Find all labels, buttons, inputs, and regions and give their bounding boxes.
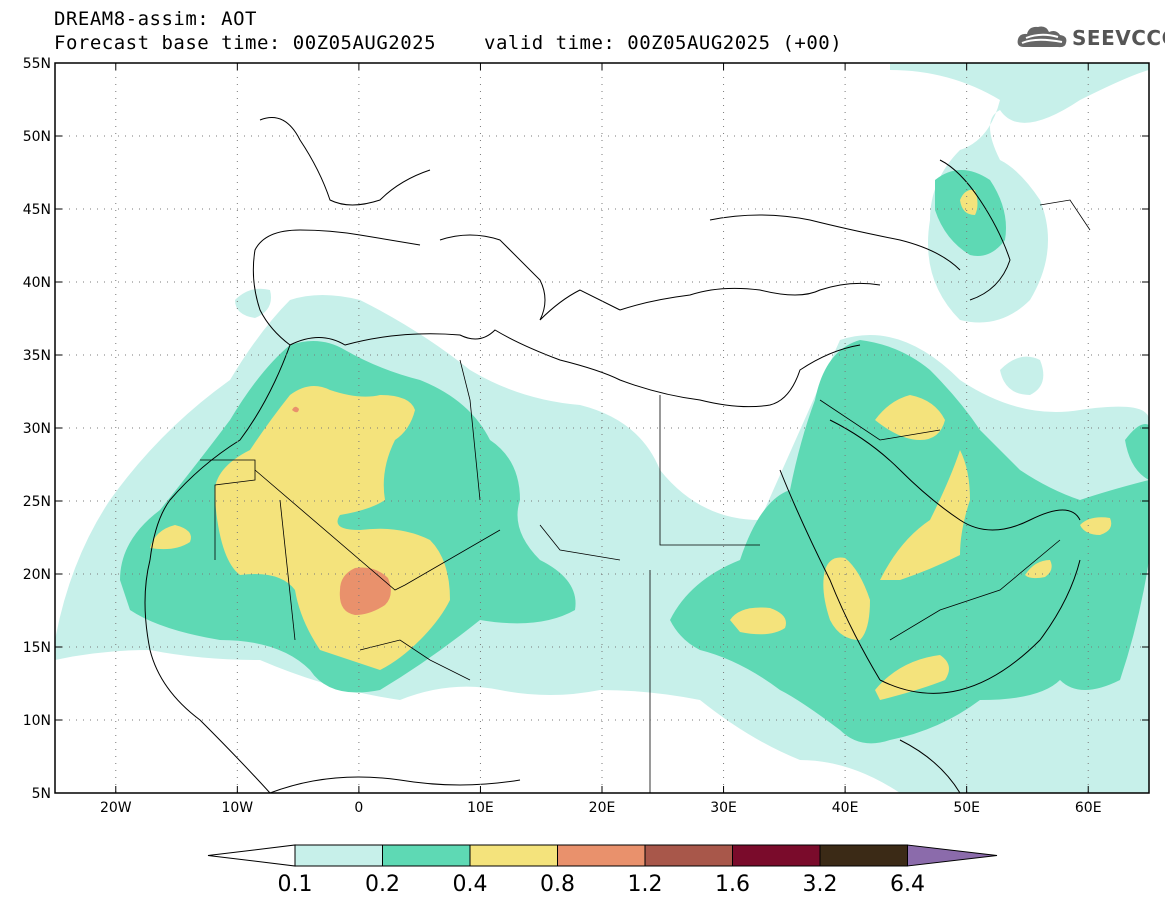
lon-tick-label: 20W xyxy=(100,800,132,816)
aot-contour-0-4 xyxy=(150,189,1112,700)
colorbar-level-label: 0.8 xyxy=(540,872,575,897)
colorbar-segment xyxy=(469,844,558,867)
lat-tick-label: 45N xyxy=(23,202,51,218)
axis-ticks xyxy=(55,62,1149,794)
colorbar-level-label: 0.4 xyxy=(452,872,488,897)
lon-tick-label: 50E xyxy=(953,800,980,816)
lon-tick-label: 60E xyxy=(1075,800,1102,816)
colorbar-segment xyxy=(294,844,383,867)
lat-tick-label: 55N xyxy=(23,56,51,72)
lat-tick-label: 20N xyxy=(23,567,51,583)
lon-tick-label: 30E xyxy=(710,800,737,816)
colorbar xyxy=(207,844,998,867)
lon-tick-label: 20E xyxy=(589,800,616,816)
lat-tick-label: 5N xyxy=(32,786,51,802)
colorbar-level-label: 6.4 xyxy=(890,872,925,897)
colorbar-over-triangle xyxy=(907,844,998,867)
colorbar-under-triangle xyxy=(207,844,296,867)
colorbar-segment xyxy=(644,844,733,867)
seevccc-logo: SEEVCCC xyxy=(1016,23,1165,53)
colorbar-level-label: 1.2 xyxy=(627,872,663,897)
lon-tick-label: 0 xyxy=(354,800,363,816)
lon-tick-label: 10E xyxy=(467,800,494,816)
aot-field xyxy=(55,63,1149,793)
lon-tick-label: 10W xyxy=(221,800,253,816)
colorbar-level-label: 0.1 xyxy=(277,872,313,897)
colorbar-segment xyxy=(557,844,646,867)
lat-tick-label: 40N xyxy=(23,275,51,291)
colorbar-segment xyxy=(382,844,471,867)
forecast-base-time: Forecast base time: 00Z05AUG2025 xyxy=(54,32,437,54)
lat-axis: 55N 50N 45N 40N 35N 30N 25N 20N 15N 10N 5N xyxy=(23,56,51,802)
cloud-icon xyxy=(1017,26,1067,48)
lat-tick-label: 35N xyxy=(23,348,51,364)
lat-tick-label: 10N xyxy=(23,713,51,729)
chart-title: DREAM8-assim: AOT xyxy=(54,8,257,30)
colorbar-level-label: 0.2 xyxy=(365,872,400,897)
colorbar-segment xyxy=(732,844,821,867)
lat-tick-label: 15N xyxy=(23,640,51,656)
colorbar-level-label: 3.2 xyxy=(802,872,838,897)
country-borders xyxy=(200,199,1091,793)
colorbar-segment xyxy=(819,844,908,867)
lat-tick-label: 50N xyxy=(23,129,51,145)
coastlines xyxy=(144,117,1081,793)
lat-tick-label: 30N xyxy=(23,421,51,437)
aot-contour-0-8 xyxy=(292,406,391,615)
grid xyxy=(55,63,1149,793)
valid-time: valid time: 00Z05AUG2025 (+00) xyxy=(484,32,843,54)
lat-tick-label: 25N xyxy=(23,494,51,510)
colorbar-level-label: 1.6 xyxy=(715,872,750,897)
lon-axis: 20W 10W 0 10E 20E 30E 40E 50E 60E xyxy=(100,800,1102,816)
lon-tick-label: 40E xyxy=(832,800,859,816)
